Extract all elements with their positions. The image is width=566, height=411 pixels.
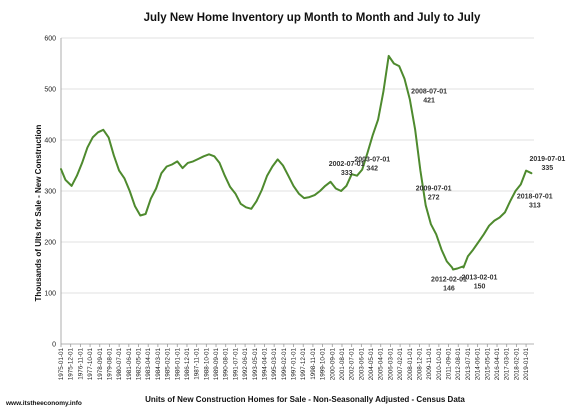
annotation-date: 2012-02-01 bbox=[431, 277, 467, 284]
x-tick-label: 2010-10-01 bbox=[436, 348, 443, 381]
x-tick-label: 2018-02-01 bbox=[513, 348, 520, 381]
y-axis: 0 100 200 300 400 500 600 bbox=[44, 36, 56, 349]
x-tick-label: 1977-10-01 bbox=[87, 348, 94, 381]
x-tick-label: 1978-09-01 bbox=[97, 348, 104, 381]
annotation-value: 313 bbox=[529, 202, 541, 209]
x-tick-label: 2015-05-01 bbox=[484, 348, 491, 381]
x-tick-label: 1996-02-01 bbox=[281, 348, 288, 381]
annotation-date: 2003-07-01 bbox=[354, 157, 390, 164]
grid-lines bbox=[60, 37, 534, 345]
x-tick-label: 2017-03-01 bbox=[504, 348, 511, 381]
x-tick-label: 1986-01-01 bbox=[174, 348, 181, 381]
x-tick-label: 2016-04-01 bbox=[494, 348, 501, 381]
x-tick-label: 1995-03-01 bbox=[271, 348, 278, 381]
x-tick-label: 1999-10-01 bbox=[320, 348, 327, 381]
y-axis-title: Thousands of Ults for Sale - New Constru… bbox=[34, 124, 43, 301]
annotation-date: 2018-07-01 bbox=[517, 193, 553, 200]
y-tick-label: 600 bbox=[44, 36, 56, 43]
x-tick-label: 1988-10-01 bbox=[203, 348, 210, 381]
annotation-date: 2008-07-01 bbox=[411, 88, 447, 95]
x-tick-label: 1990-08-01 bbox=[223, 348, 230, 381]
x-tick-label: 1975-01-01 bbox=[58, 348, 65, 381]
source-text: www.itstheeconomy.info bbox=[5, 400, 82, 407]
x-tick-label: 1981-06-01 bbox=[126, 348, 133, 381]
x-axis-title: Units of New Construction Homes for Sale… bbox=[145, 395, 465, 404]
annotation-value: 146 bbox=[443, 286, 455, 293]
annotation-date: 2013-02-01 bbox=[462, 275, 498, 282]
x-tick-label: 2019-01-01 bbox=[523, 348, 530, 381]
annotation-value: 150 bbox=[474, 284, 486, 291]
x-tick-label: 1976-11-01 bbox=[77, 348, 84, 380]
x-tick-label: 1991-07-01 bbox=[232, 348, 239, 381]
x-tick-label: 2006-03-01 bbox=[387, 348, 394, 381]
x-tick-label: 1992-06-01 bbox=[242, 348, 249, 381]
y-tick-label: 0 bbox=[52, 342, 56, 349]
annotation-value: 421 bbox=[423, 97, 435, 104]
x-tick-label: 2012-08-01 bbox=[455, 348, 462, 381]
x-tick-label: 1983-04-01 bbox=[145, 348, 152, 381]
x-tick-label: 1989-09-01 bbox=[213, 348, 220, 381]
x-axis: 1975-01-01 1975-12-01 1976-11-01 1977-10-01… bbox=[58, 344, 530, 380]
series-line bbox=[60, 54, 533, 271]
y-tick-label: 100 bbox=[44, 291, 56, 298]
x-tick-label: 2011-09-01 bbox=[446, 348, 453, 380]
x-tick-label: 2007-02-01 bbox=[397, 348, 404, 381]
x-tick-label: 1975-12-01 bbox=[68, 348, 75, 381]
y-tick-label: 500 bbox=[44, 87, 56, 94]
x-tick-label: 2002-07-01 bbox=[349, 348, 356, 381]
x-tick-label: 1987-11-01 bbox=[194, 348, 201, 380]
annotation-value: 342 bbox=[366, 166, 378, 173]
chart-title: July New Home Inventory up Month to Mont… bbox=[144, 12, 481, 24]
x-tick-label: 2003-06-01 bbox=[358, 348, 365, 381]
x-tick-label: 2013-07-01 bbox=[465, 348, 472, 381]
y-tick-label: 300 bbox=[44, 189, 56, 196]
x-tick-label: 1997-12-01 bbox=[300, 348, 307, 381]
annotation-value: 272 bbox=[428, 194, 440, 201]
annotation-value: 333 bbox=[341, 170, 353, 177]
y-tick-label: 200 bbox=[44, 240, 56, 247]
x-tick-label: 2004-05-01 bbox=[368, 348, 375, 381]
y-tick-label: 400 bbox=[44, 138, 56, 145]
annotation-date: 2019-07-01 bbox=[529, 156, 565, 163]
x-tick-label: 2008-01-01 bbox=[407, 348, 414, 381]
x-tick-label: 2005-04-01 bbox=[378, 348, 385, 381]
x-tick-label: 1998-11-01 bbox=[310, 348, 317, 380]
annotation-date: 2009-07-01 bbox=[416, 185, 452, 192]
x-tick-label: 1982-05-01 bbox=[136, 348, 143, 381]
x-tick-label: 1997-01-01 bbox=[291, 348, 298, 381]
x-tick-label: 2014-06-01 bbox=[475, 348, 482, 381]
x-tick-label: 2008-12-01 bbox=[416, 348, 423, 381]
annotation-value: 335 bbox=[542, 165, 554, 172]
x-tick-label: 2001-08-01 bbox=[339, 348, 346, 381]
x-tick-label: 1993-05-01 bbox=[252, 348, 259, 381]
x-tick-label: 2009-11-01 bbox=[426, 348, 433, 380]
x-tick-label: 1979-08-01 bbox=[106, 348, 113, 381]
x-tick-label: 1984-03-01 bbox=[155, 348, 162, 381]
x-tick-label: 1985-02-01 bbox=[165, 348, 172, 381]
x-tick-label: 1986-12-01 bbox=[184, 348, 191, 381]
x-tick-label: 1980-07-01 bbox=[116, 348, 123, 381]
x-tick-label: 2000-09-01 bbox=[329, 348, 336, 381]
annotation-date: 2002-07-01 bbox=[329, 161, 365, 168]
x-tick-label: 1994-04-01 bbox=[261, 348, 268, 381]
